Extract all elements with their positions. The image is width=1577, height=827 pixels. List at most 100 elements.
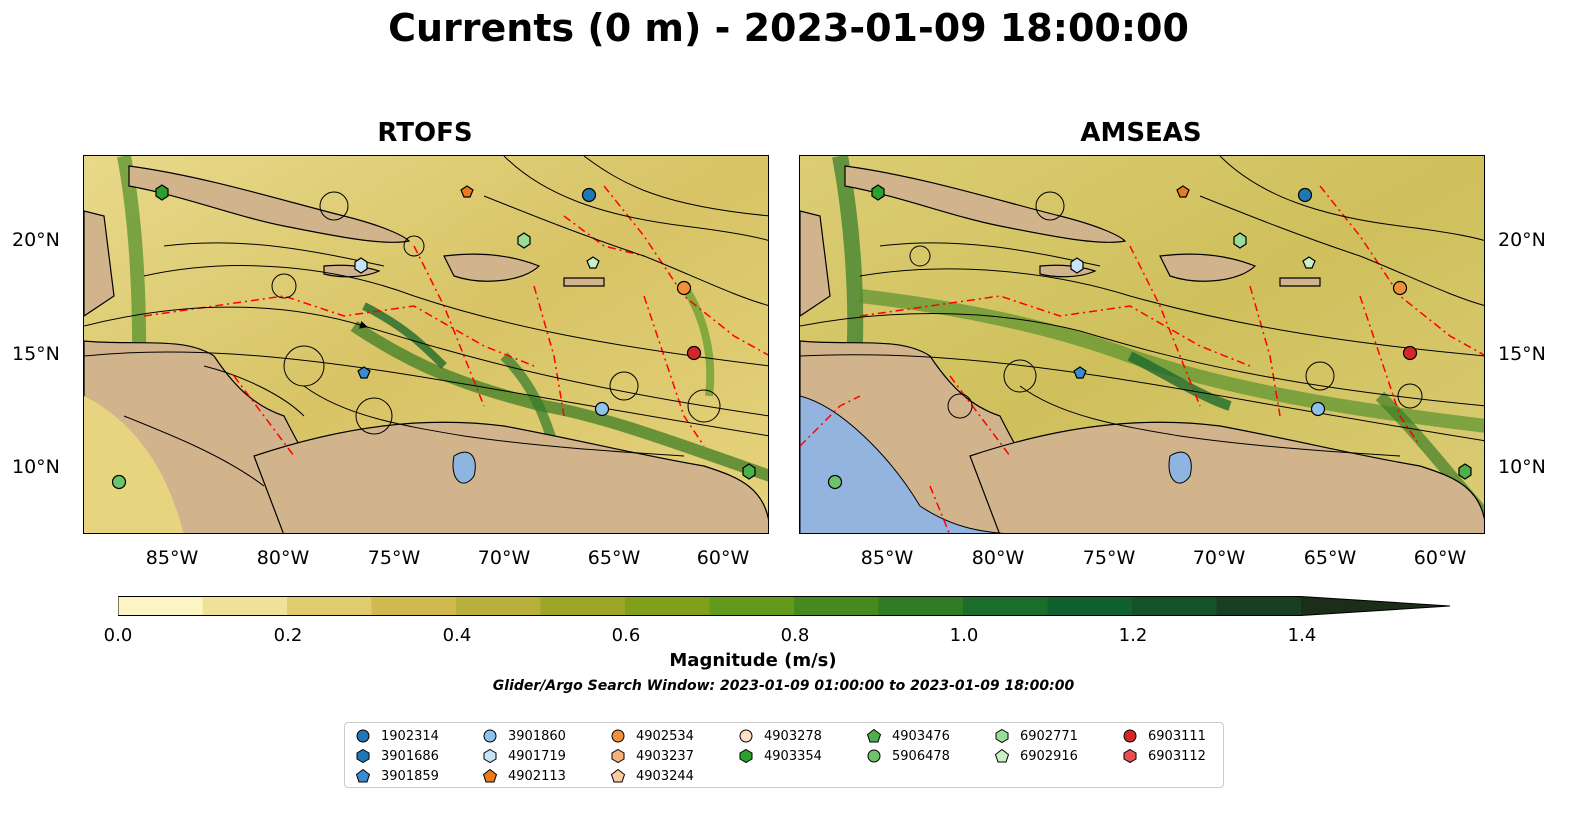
colorbar-segment (878, 596, 964, 616)
float-4903354[interactable] (871, 184, 885, 201)
float-1902314[interactable] (1297, 187, 1313, 203)
float-6902916[interactable] (1302, 256, 1316, 269)
float-4902534[interactable] (1392, 280, 1408, 296)
colorbar-tick-4: 0.8 (780, 625, 810, 646)
float-4902534[interactable] (676, 280, 692, 296)
legend-item: 6903111 (1122, 727, 1206, 745)
map-amseas[interactable] (799, 155, 1485, 534)
lon-label-right-70: 70°W (1192, 547, 1246, 569)
legend-marker-shape (739, 729, 753, 743)
legend-label: 5906478 (892, 748, 950, 764)
legend-marker (866, 728, 882, 743)
lon-label-right-85: 85°W (860, 547, 914, 569)
legend-marker (994, 748, 1010, 763)
current-band (1127, 351, 1232, 411)
colorbar-tick-7: 1.4 (1287, 625, 1317, 646)
puerto-rico-land (563, 277, 605, 287)
lat-label-left-15: 15°N (12, 343, 60, 365)
yucatan-land (800, 210, 831, 317)
lon-label-left-70: 70°W (477, 547, 531, 569)
float-6902771[interactable] (517, 232, 531, 249)
legend-marker (867, 749, 881, 763)
legend-item: 4903278 (738, 727, 822, 745)
lat-label-right-15: 15°N (1498, 343, 1546, 365)
legend-marker (356, 748, 370, 764)
colorbar-segment (1132, 596, 1217, 616)
south-america-land (969, 421, 1484, 533)
float-4903354[interactable] (155, 184, 169, 201)
legend-item: 4903476 (866, 727, 950, 745)
float-6903111[interactable] (1402, 345, 1418, 361)
colorbar-tick-1: 0.2 (273, 625, 303, 646)
colorbar-segment (1301, 596, 1450, 616)
legend-label: 4903476 (892, 728, 950, 744)
legend-label: 3901859 (381, 768, 439, 784)
legend-marker-shape (1123, 748, 1137, 764)
float-3901859[interactable] (1073, 366, 1087, 379)
lon-label-right-60: 60°W (1413, 547, 1467, 569)
legend-marker-shape (739, 748, 753, 764)
float-6902771[interactable] (1233, 232, 1247, 249)
legend-label: 4902113 (508, 768, 566, 784)
legend-item: 4901719 (482, 747, 566, 765)
legend-item: 4902534 (610, 727, 694, 745)
float-3901860[interactable] (1310, 401, 1326, 417)
float-markers (111, 184, 756, 490)
colorbar-segment (202, 596, 288, 616)
south-america-land (253, 421, 768, 533)
legend-label: 6903112 (1148, 748, 1206, 764)
cuba-land (844, 165, 1127, 243)
legend-label: 3901686 (381, 748, 439, 764)
lake-maracaibo (452, 451, 476, 484)
float-4901719[interactable] (1070, 257, 1084, 274)
colorbar-segment (794, 596, 879, 616)
hispaniola-land (1159, 253, 1257, 282)
legend-marker (739, 748, 753, 764)
legend-label: 6902916 (1020, 748, 1078, 764)
legend-label: 4901719 (508, 748, 566, 764)
map-rtofs[interactable] (83, 155, 769, 534)
legend-marker-shape (482, 768, 498, 783)
lon-label-left-65: 65°W (587, 547, 641, 569)
legend-marker-shape (1123, 729, 1137, 743)
float-6902916[interactable] (586, 256, 600, 269)
legend-marker-shape (867, 749, 881, 763)
colorbar-segment (118, 596, 203, 616)
legend-item: 1902314 (355, 727, 439, 745)
legend-marker-shape (611, 729, 625, 743)
legend-marker-shape (994, 748, 1010, 763)
float-4901719[interactable] (354, 257, 368, 274)
legend-marker-shape (995, 728, 1009, 744)
float-4903476[interactable] (1458, 463, 1472, 480)
lon-label-left-85: 85°W (145, 547, 199, 569)
legend-item: 6902916 (994, 747, 1078, 765)
legend-item: 4903237 (610, 747, 694, 765)
colorbar-outline (118, 596, 1451, 616)
pacific-outside-domain (800, 395, 1003, 533)
float-5906478[interactable] (827, 474, 843, 490)
float-5906478[interactable] (111, 474, 127, 490)
legend-label: 4902534 (636, 728, 694, 744)
lon-label-right-75: 75°W (1082, 547, 1136, 569)
legend-item: 6903112 (1122, 747, 1206, 765)
colorbar-tick-5: 1.0 (949, 625, 979, 646)
legend-marker-shape (355, 768, 371, 783)
float-4903476[interactable] (742, 463, 756, 480)
colorbar-label: Magnitude (m/s) (669, 650, 837, 671)
float-6903111[interactable] (686, 345, 702, 361)
float-4902113[interactable] (1176, 185, 1190, 198)
legend-label: 4903244 (636, 768, 694, 784)
colorbar-segment (371, 596, 457, 616)
lat-label-left-10: 10°N (12, 456, 60, 478)
legend-item: 6902771 (994, 727, 1078, 745)
float-4902113[interactable] (460, 185, 474, 198)
float-1902314[interactable] (581, 187, 597, 203)
float-3901860[interactable] (594, 401, 610, 417)
float-3901859[interactable] (357, 366, 371, 379)
legend-marker (1123, 748, 1137, 764)
map-amseas-canvas (800, 156, 1484, 533)
legend-marker-shape (483, 748, 497, 764)
legend-marker (482, 768, 498, 783)
colorbar-segment (709, 596, 795, 616)
legend-item: 4903244 (610, 767, 694, 785)
